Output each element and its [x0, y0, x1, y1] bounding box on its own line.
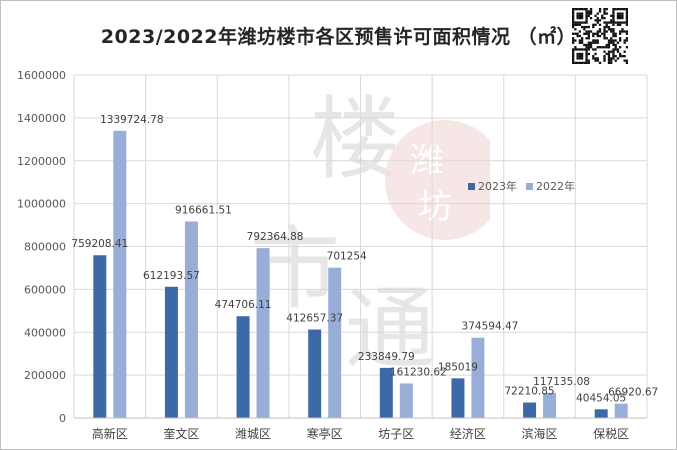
- bar-series-2: [399, 383, 413, 418]
- bar-series-1: [379, 367, 393, 418]
- data-label: 701254: [327, 251, 367, 263]
- x-tick-label: 高新区: [92, 426, 128, 441]
- x-tick-label: 潍城区: [235, 427, 271, 441]
- data-label: 474706.11: [215, 299, 272, 311]
- x-tick-label: 寒亭区: [307, 426, 343, 441]
- data-label: 72210.85: [505, 386, 555, 398]
- y-tick-label: 1600000: [17, 69, 66, 82]
- data-label: 40454.05: [576, 392, 626, 404]
- y-tick-label: 800000: [24, 241, 66, 254]
- legend-label: 2023年: [478, 179, 517, 193]
- y-tick-label: 1400000: [17, 112, 66, 125]
- labels-layer: 759208.41 1339724.78 612193.57 916661.51 474…: [71, 114, 658, 405]
- data-label: 612193.57: [143, 270, 200, 282]
- data-label: 66920.67: [608, 387, 658, 399]
- chart-title: 2023/2022年潍坊楼市各区预售许可面积情况 （㎡）: [100, 26, 577, 48]
- legend-swatch: [468, 183, 475, 190]
- bar-series-1: [164, 286, 178, 418]
- data-label: 233849.79: [358, 351, 415, 363]
- x-tick-label: 保税区: [593, 427, 629, 441]
- bars-layer: [93, 130, 628, 418]
- x-tick-label: 坊子区: [378, 426, 414, 441]
- bar-series-1: [451, 378, 465, 418]
- data-label: 412657.37: [286, 313, 343, 325]
- data-label: 792364.88: [247, 231, 304, 243]
- grid-layer: [73, 74, 648, 419]
- bar-series-1: [523, 402, 537, 418]
- bar-series-2: [543, 392, 557, 418]
- y-tick-label: 600000: [24, 283, 66, 296]
- watermark-seal-char-2: 坊: [418, 187, 452, 227]
- qr-code-icon: [572, 8, 628, 64]
- data-label: 374594.47: [462, 321, 519, 333]
- bar-series-1: [308, 329, 322, 418]
- y-tick-label: 0: [59, 412, 66, 425]
- bar-series-1: [594, 409, 608, 418]
- bar-series-1: [236, 316, 250, 418]
- bar-series-2: [614, 403, 628, 418]
- y-tick-label: 1000000: [17, 198, 66, 211]
- bar-series-2: [184, 221, 198, 418]
- legend-label: 2022年: [536, 179, 575, 193]
- x-tick-label: 经济区: [450, 426, 486, 441]
- axis-layer: 0 200000 400000 600000 800000 1000000 1200000 1…: [17, 69, 647, 441]
- watermark-char-1: 楼: [310, 87, 400, 192]
- data-label: 161230.62: [390, 366, 447, 378]
- data-label: 916661.51: [175, 204, 232, 216]
- watermark-seal: [385, 120, 490, 240]
- bar-series-2: [328, 267, 342, 418]
- x-tick-label: 滨海区: [522, 426, 558, 441]
- x-tick-label: 奎文区: [163, 426, 199, 441]
- data-label: 759208.41: [71, 238, 128, 250]
- bar-series-1: [93, 255, 107, 418]
- bar-series-2: [256, 248, 270, 418]
- bar-series-2: [471, 337, 485, 418]
- legend: 2023年 2022年: [468, 179, 575, 193]
- y-tick-label: 200000: [24, 369, 66, 382]
- legend-swatch: [526, 183, 533, 190]
- data-label: 185019: [438, 361, 478, 373]
- data-label: 117135.08: [533, 376, 590, 388]
- y-tick-label: 400000: [24, 326, 66, 339]
- bar-series-2: [113, 130, 127, 418]
- data-label: 1339724.78: [100, 114, 163, 126]
- y-tick-label: 1200000: [17, 155, 66, 168]
